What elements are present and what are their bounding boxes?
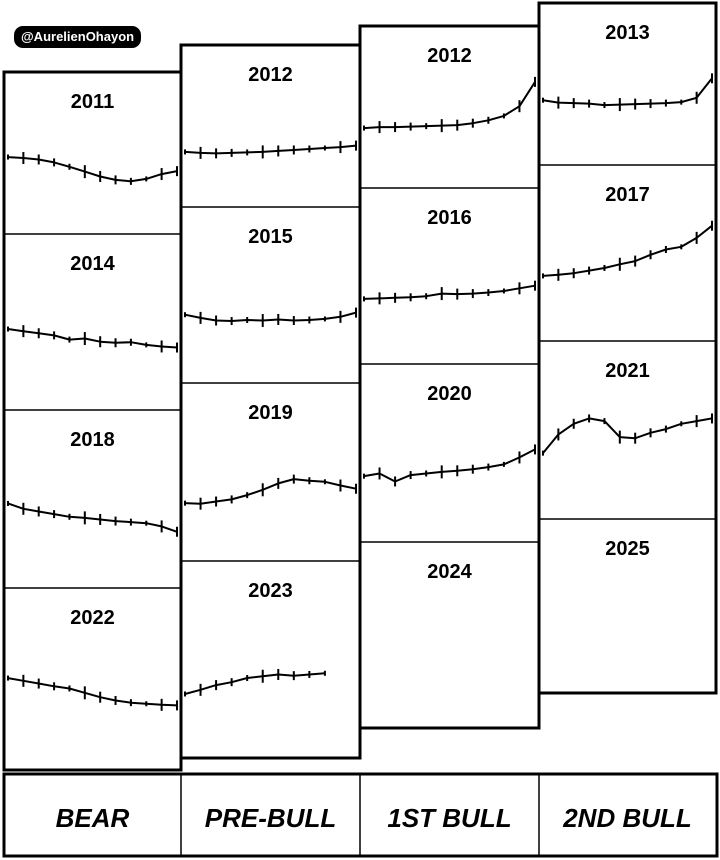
price-line-2018 <box>7 502 178 533</box>
year-label-2025: 2025 <box>605 538 650 560</box>
year-label-2020: 2020 <box>427 383 472 405</box>
phase-label-2: PRE-BULL <box>205 803 336 833</box>
price-line-2015 <box>184 311 357 322</box>
year-label-2015: 2015 <box>248 226 293 248</box>
year-label-2019: 2019 <box>248 402 293 424</box>
price-line-2014 <box>7 328 178 349</box>
year-label-2014: 2014 <box>70 253 115 275</box>
year-label-2016: 2016 <box>427 207 472 229</box>
year-label-2017: 2017 <box>605 184 650 206</box>
column-panel-2 <box>179 43 362 760</box>
price-line-2020 <box>363 448 536 483</box>
year-label-2012: 2012 <box>427 45 472 67</box>
price-line-2013 <box>542 77 713 107</box>
year-label-2022: 2022 <box>70 607 115 629</box>
year-label-2018: 2018 <box>70 429 115 451</box>
phase-label-1: BEAR <box>56 803 130 833</box>
column-panel-1 <box>2 70 183 772</box>
price-line-2012 <box>184 144 357 155</box>
year-label-2024: 2024 <box>427 561 472 583</box>
year-label-2012: 2012 <box>248 64 293 86</box>
price-line-2017 <box>542 224 713 277</box>
year-label-2021: 2021 <box>605 360 650 382</box>
column-panel-4 <box>537 1 718 695</box>
price-line-2022 <box>7 677 178 707</box>
price-line-2016 <box>363 284 536 300</box>
price-line-2019 <box>184 478 357 505</box>
price-line-2023 <box>184 672 325 695</box>
column-panel-3 <box>358 24 541 730</box>
phase-label-3: 1ST BULL <box>387 803 511 833</box>
price-line-2012 <box>363 81 536 130</box>
price-line-2011 <box>7 156 178 183</box>
year-label-2011: 2011 <box>71 91 114 113</box>
phase-label-4: 2ND BULL <box>562 803 692 833</box>
author-watermark: @AurelienOhayon <box>14 26 142 48</box>
year-label-2023: 2023 <box>248 580 293 602</box>
year-label-2013: 2013 <box>605 22 650 44</box>
price-line-2021 <box>542 417 713 454</box>
